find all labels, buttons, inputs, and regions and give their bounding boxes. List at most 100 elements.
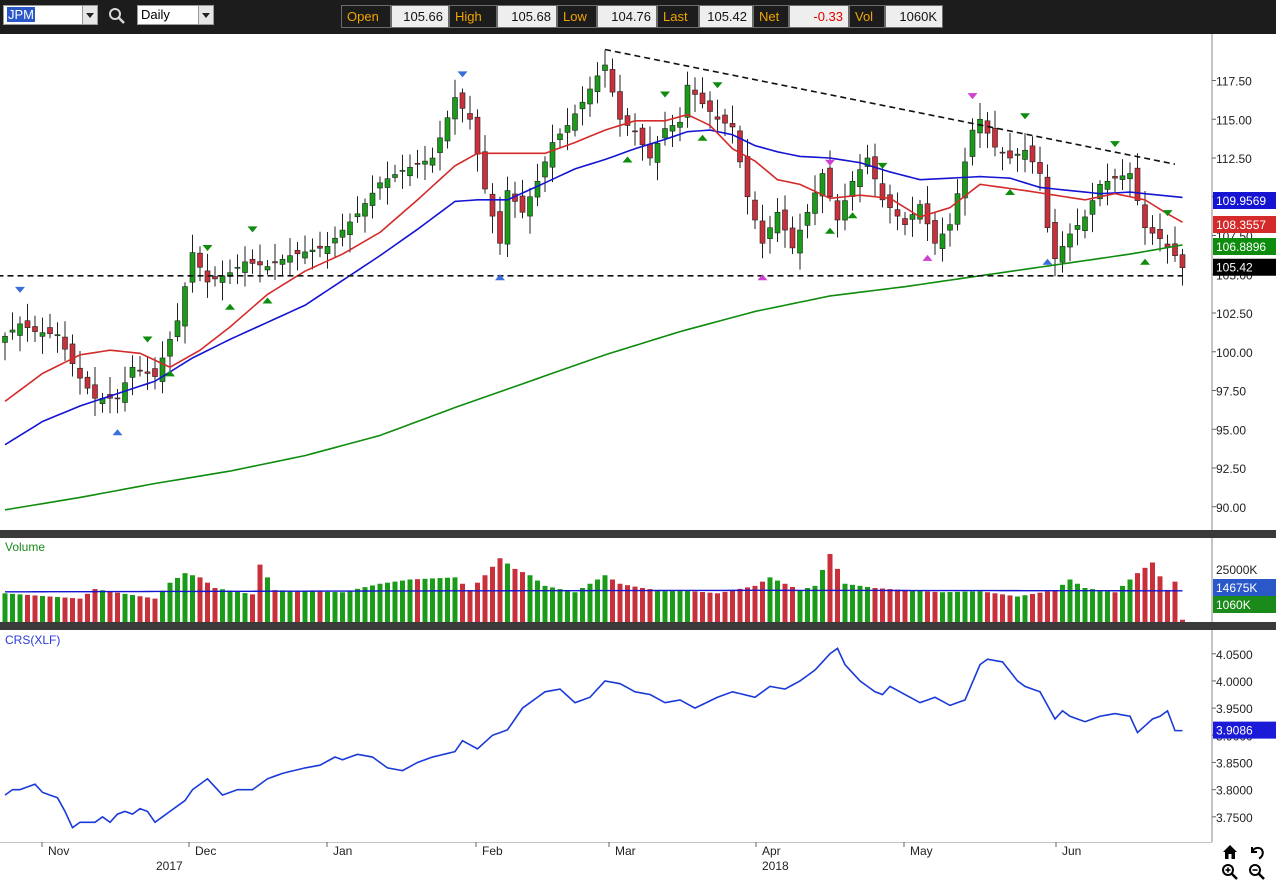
candle: [504, 176, 511, 258]
volume-bar: [370, 585, 375, 622]
pivot-low-marker: [757, 274, 768, 281]
volume-bar: [1067, 579, 1073, 622]
volume-bar: [310, 591, 315, 622]
candle: [317, 231, 323, 258]
price-tick-label: 92.50: [1216, 462, 1246, 476]
candle-body: [887, 194, 893, 208]
candle: [909, 196, 916, 237]
volume-bar: [1112, 592, 1118, 622]
volume-bar: [2, 593, 8, 622]
candle: [1104, 163, 1111, 206]
candle: [519, 179, 526, 219]
volume-bar: [985, 592, 990, 622]
volume-bar: [137, 596, 143, 622]
candle: [579, 86, 586, 126]
candle-body: [422, 160, 428, 165]
volume-bar: [842, 583, 848, 622]
price-chart[interactable]: 117.50115.00112.50110.00107.50105.00102.…: [0, 34, 1276, 530]
volume-bar: [445, 577, 450, 622]
pane-divider-price-volume[interactable]: [0, 530, 1276, 538]
candle-body: [557, 133, 563, 140]
ma-mid-line: [4, 129, 1183, 446]
year-label: 2017: [156, 859, 183, 873]
price-tick-label: 97.50: [1216, 385, 1246, 399]
candle-body: [849, 180, 856, 197]
candle-body: [902, 218, 908, 225]
candle-body: [684, 84, 691, 118]
candle-body: [917, 204, 923, 220]
candle-body: [1172, 243, 1178, 256]
volume-bar: [220, 589, 225, 622]
volume-bar: [437, 578, 443, 622]
candle: [1127, 162, 1133, 197]
pane-divider-volume-crs[interactable]: [0, 622, 1276, 630]
volume-bar: [490, 566, 495, 622]
candle: [272, 243, 278, 280]
candle-body: [257, 261, 263, 266]
volume-chart[interactable]: Volume 25000K 14675K 1060K: [0, 538, 1276, 622]
candle-body: [9, 329, 16, 333]
crs-chart[interactable]: CRS(XLF)4.05004.00003.95003.90003.85003.…: [0, 630, 1276, 842]
volume-bar: [617, 583, 623, 622]
volume-bar: [302, 591, 308, 622]
volume-bar: [917, 590, 923, 622]
candle: [692, 77, 698, 112]
candle-body: [549, 142, 556, 168]
volume-bar: [145, 597, 150, 622]
candle: [617, 74, 623, 137]
candle: [497, 196, 503, 255]
candle: [827, 150, 833, 202]
volume-bar: [152, 598, 158, 622]
candle-body: [534, 180, 541, 198]
volume-bar: [1157, 576, 1163, 622]
candle: [1074, 208, 1081, 246]
volume-bar: [580, 588, 585, 622]
interval-dropdown-button[interactable]: [198, 5, 214, 25]
zoom-out-icon[interactable]: [1248, 863, 1266, 881]
candle-body: [722, 114, 728, 124]
candle-body: [1052, 222, 1058, 260]
symbol-dropdown-button[interactable]: [82, 5, 98, 25]
candle: [1022, 133, 1028, 173]
candle: [767, 215, 773, 254]
volume-bar: [737, 588, 743, 622]
volume-bar: [775, 580, 780, 622]
candle: [414, 149, 421, 179]
candle: [444, 110, 451, 149]
pivot-high-marker: [825, 159, 835, 166]
symbol-input[interactable]: JPM: [3, 5, 83, 25]
candle: [1157, 213, 1163, 252]
volume-bar: [595, 579, 600, 622]
candle: [804, 204, 811, 239]
month-label: Apr: [762, 844, 781, 858]
candle: [887, 184, 893, 224]
volume-bar: [730, 590, 735, 622]
candle-body: [804, 211, 811, 226]
volume-bar: [767, 577, 773, 622]
zoom-in-icon[interactable]: [1221, 863, 1239, 881]
quote-net-value: -0.33: [789, 5, 849, 28]
undo-icon[interactable]: [1248, 843, 1266, 861]
candle-body: [114, 397, 121, 400]
interval-select[interactable]: Daily: [137, 5, 199, 25]
candle-body: [452, 97, 458, 120]
volume-bar: [265, 577, 270, 622]
volume-bar: [295, 590, 300, 622]
trend-line: [604, 48, 1176, 165]
candle: [437, 120, 443, 171]
candle: [384, 161, 391, 205]
volume-bar: [250, 594, 255, 622]
candle: [54, 322, 61, 353]
volume-average-label: 14675K: [1216, 581, 1257, 595]
home-icon[interactable]: [1221, 843, 1239, 861]
candle: [332, 226, 338, 258]
candle-body: [519, 195, 526, 213]
candle: [834, 194, 841, 238]
volume-bar: [1037, 592, 1043, 622]
candle-body: [377, 182, 383, 189]
volume-bar: [812, 585, 818, 622]
search-icon[interactable]: [108, 7, 126, 25]
volume-bar: [62, 597, 68, 622]
candle: [759, 204, 766, 259]
candle: [407, 154, 413, 187]
